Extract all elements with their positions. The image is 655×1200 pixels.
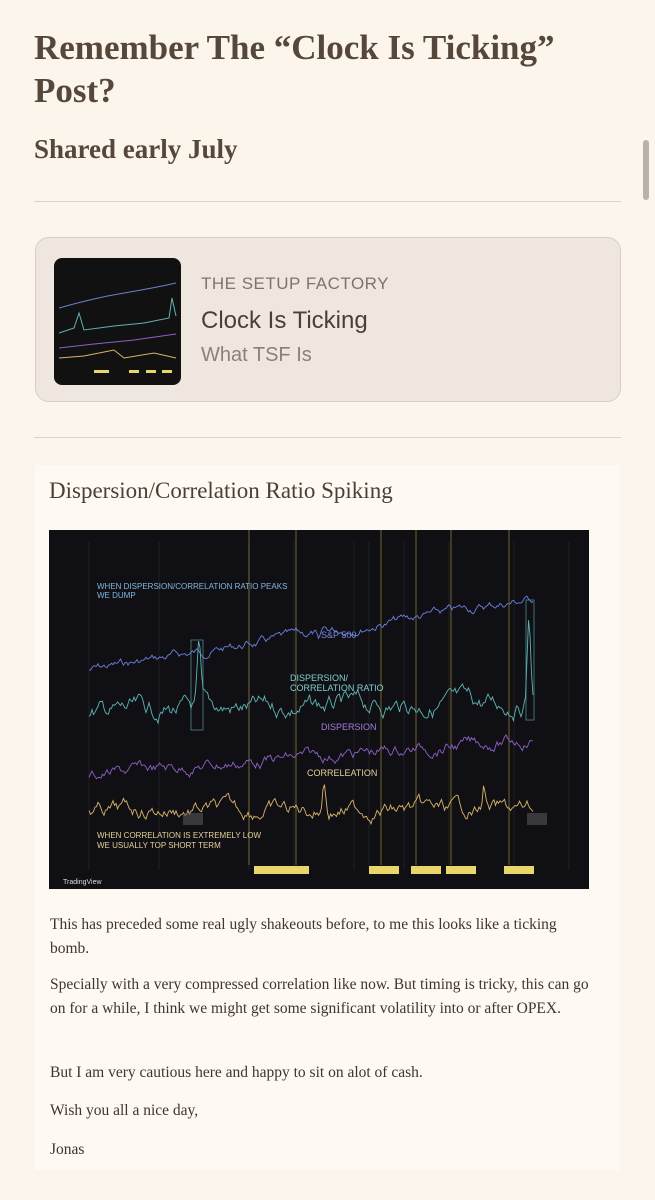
- card-title: Clock Is Ticking: [201, 307, 368, 334]
- paragraph: But I am very cautious here and happy to…: [50, 1064, 423, 1081]
- decoration: [183, 813, 203, 825]
- paragraph: Specially with a very compressed correla…: [50, 976, 589, 1017]
- decoration: [525, 599, 535, 721]
- label: CORRELEATION: [307, 768, 377, 778]
- decoration: [88, 734, 533, 780]
- annotation: WE DUMP: [97, 591, 136, 600]
- divider: [34, 437, 621, 438]
- subtitle: Shared early July: [34, 134, 238, 164]
- decoration: [88, 620, 534, 725]
- post-card[interactable]: THE SETUP FACTORY Clock Is Ticking What …: [35, 237, 621, 402]
- decoration: [369, 866, 399, 874]
- label: DISPERSION: [321, 722, 377, 732]
- paragraph: Wish you all a nice day,: [50, 1102, 199, 1119]
- decoration: [504, 866, 534, 874]
- paragraph: This has preceded some real ugly shakeou…: [50, 916, 557, 957]
- label: CORRELATION RATIO: [290, 683, 384, 693]
- annotation: WHEN CORRELATION IS EXTREMELY LOW: [97, 831, 261, 840]
- paragraph: Jonas: [50, 1141, 85, 1158]
- chart-image: WHEN DISPERSION/CORRELATION RATIO PEAKS …: [49, 530, 589, 889]
- decoration: [88, 784, 534, 826]
- decoration: [190, 639, 204, 731]
- card-subtitle: What TSF Is: [201, 344, 312, 366]
- decoration: [88, 595, 534, 671]
- decoration: [411, 866, 441, 874]
- title: Remember The “Clock Is Ticking” Post?: [34, 28, 555, 110]
- scrollbar: [643, 140, 649, 200]
- label: DISPERSION/: [290, 673, 349, 683]
- decoration: [527, 813, 547, 825]
- decoration: [446, 866, 476, 874]
- annotation: WHEN DISPERSION/CORRELATION RATIO PEAKS: [97, 582, 287, 591]
- brand: TradingView: [63, 879, 102, 886]
- annotation: WE USUALLY TOP SHORT TERM: [97, 841, 221, 850]
- publication: THE SETUP FACTORY: [201, 274, 389, 293]
- divider: [34, 201, 621, 202]
- section-heading: Dispersion/Correlation Ratio Spiking: [49, 478, 393, 503]
- label: S&P 500: [321, 630, 356, 640]
- decoration: [254, 866, 309, 874]
- thumbnail: [54, 258, 181, 385]
